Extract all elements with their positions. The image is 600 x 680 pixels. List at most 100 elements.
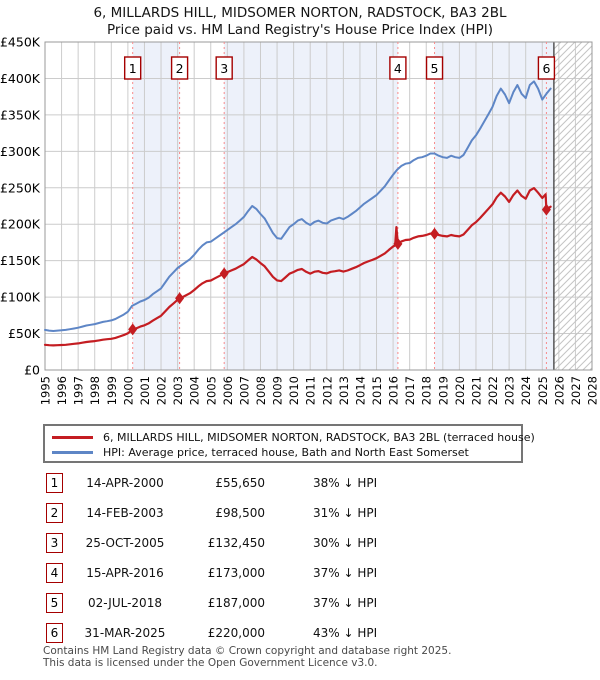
- svg-text:2026: 2026: [552, 376, 566, 405]
- sale-number-badge: 3: [46, 533, 63, 553]
- sale-price: £173,000: [207, 566, 265, 580]
- svg-text:£300K: £300K: [0, 144, 41, 159]
- svg-text:2020: 2020: [453, 376, 467, 405]
- svg-text:2000: 2000: [121, 376, 135, 405]
- svg-text:£200K: £200K: [0, 217, 41, 232]
- price-paid-line-swatch: [52, 436, 93, 439]
- license-note: Contains HM Land Registry data © Crown c…: [43, 645, 452, 669]
- svg-text:1999: 1999: [105, 376, 119, 405]
- svg-text:2006: 2006: [221, 376, 235, 405]
- svg-text:2: 2: [176, 61, 184, 76]
- license-note-line1: Contains HM Land Registry data © Crown c…: [43, 645, 452, 657]
- legend-item-price-paid: 6, MILLARDS HILL, MIDSOMER NORTON, RADST…: [52, 430, 535, 445]
- svg-text:2007: 2007: [237, 376, 251, 405]
- chart-title: 6, MILLARDS HILL, MIDSOMER NORTON, RADST…: [0, 5, 600, 39]
- svg-text:2013: 2013: [337, 376, 351, 405]
- svg-text:2015: 2015: [370, 376, 384, 405]
- svg-text:2004: 2004: [188, 376, 202, 405]
- sale-date: 14-APR-2000: [86, 476, 164, 490]
- svg-text:2001: 2001: [138, 376, 152, 405]
- price-chart: 1 2 3 4 5 6 £0 £50K £100K £150K £200K £250K £300K £35…: [0, 35, 600, 406]
- svg-text:£350K: £350K: [0, 107, 41, 122]
- svg-text:£400K: £400K: [0, 71, 41, 86]
- table-row: 2 14-FEB-2003 £98,500 31% ↓ HPI: [46, 503, 466, 527]
- svg-text:1: 1: [129, 61, 137, 76]
- svg-text:2023: 2023: [503, 376, 517, 405]
- future-hatch: [553, 41, 593, 371]
- svg-text:2027: 2027: [569, 376, 583, 405]
- svg-text:1996: 1996: [55, 376, 69, 405]
- sale-number-badge: 2: [46, 503, 63, 523]
- table-row: 5 02-JUL-2018 £187,000 37% ↓ HPI: [46, 593, 466, 617]
- svg-text:2016: 2016: [387, 376, 401, 405]
- sale-vs-hpi: 43% ↓ HPI: [313, 626, 378, 640]
- svg-text:1997: 1997: [72, 376, 86, 405]
- svg-text:2019: 2019: [436, 376, 450, 405]
- svg-text:2002: 2002: [155, 376, 169, 405]
- svg-text:2018: 2018: [420, 376, 434, 405]
- svg-text:4: 4: [394, 61, 402, 76]
- svg-text:2005: 2005: [204, 376, 218, 405]
- sale-date: 14-FEB-2003: [86, 506, 164, 520]
- svg-text:5: 5: [431, 61, 439, 76]
- table-row: 6 31-MAR-2025 £220,000 43% ↓ HPI: [46, 623, 466, 647]
- chart-title-line1: 6, MILLARDS HILL, MIDSOMER NORTON, RADST…: [93, 5, 507, 21]
- svg-text:2011: 2011: [304, 376, 318, 405]
- sale-date: 31-MAR-2025: [84, 626, 166, 640]
- table-row: 1 14-APR-2000 £55,650 38% ↓ HPI: [46, 473, 466, 497]
- sale-vs-hpi: 30% ↓ HPI: [313, 536, 378, 550]
- sale-date: 25-OCT-2005: [85, 536, 165, 550]
- sale-date: 02-JUL-2018: [88, 596, 162, 610]
- plot-frame: [44, 41, 593, 371]
- sale-date: 15-APR-2016: [86, 566, 164, 580]
- svg-text:2017: 2017: [403, 376, 417, 405]
- svg-text:£0: £0: [24, 363, 40, 378]
- hpi-line-swatch: [52, 451, 93, 454]
- svg-text:2003: 2003: [171, 376, 185, 405]
- svg-text:£100K: £100K: [0, 290, 41, 305]
- sale-price: £220,000: [207, 626, 265, 640]
- svg-text:3: 3: [220, 61, 228, 76]
- sale-vs-hpi: 37% ↓ HPI: [313, 596, 378, 610]
- svg-text:2010: 2010: [287, 376, 301, 405]
- svg-text:6: 6: [542, 61, 550, 76]
- sale-price: £98,500: [215, 506, 265, 520]
- svg-text:2028: 2028: [586, 376, 600, 405]
- sale-markers: [128, 203, 551, 336]
- svg-text:2022: 2022: [486, 376, 500, 405]
- svg-text:2024: 2024: [519, 376, 533, 405]
- sale-price: £132,450: [207, 536, 265, 550]
- chart-title-line2: Price paid vs. HM Land Registry's House …: [107, 22, 493, 38]
- sale-number-badge: 6: [46, 623, 63, 643]
- svg-text:2012: 2012: [320, 376, 334, 405]
- svg-text:2008: 2008: [254, 376, 268, 405]
- svg-text:£450K: £450K: [0, 35, 41, 50]
- table-row: 4 15-APR-2016 £173,000 37% ↓ HPI: [46, 563, 466, 587]
- svg-text:1998: 1998: [88, 376, 102, 405]
- table-row: 3 25-OCT-2005 £132,450 30% ↓ HPI: [46, 533, 466, 557]
- legend-label: 6, MILLARDS HILL, MIDSOMER NORTON, RADST…: [103, 431, 535, 444]
- license-note-line2: This data is licensed under the Open Gov…: [43, 656, 378, 669]
- sale-vs-hpi: 38% ↓ HPI: [313, 476, 378, 490]
- svg-text:£50K: £50K: [8, 326, 41, 341]
- hpi-line: [44, 80, 552, 332]
- sale-number-boxes: 1 2 3 4 5 6: [123, 56, 556, 80]
- svg-text:2021: 2021: [469, 376, 483, 405]
- sale-vs-hpi: 37% ↓ HPI: [313, 566, 378, 580]
- svg-text:£150K: £150K: [0, 253, 41, 268]
- legend-label: HPI: Average price, terraced house, Bath…: [103, 446, 469, 459]
- ownership-bands: [132, 42, 554, 370]
- sale-number-badge: 4: [46, 563, 63, 583]
- sale-vs-hpi: 31% ↓ HPI: [313, 506, 378, 520]
- svg-text:1995: 1995: [39, 376, 53, 405]
- legend-item-hpi: HPI: Average price, terraced house, Bath…: [52, 445, 521, 460]
- sale-number-badge: 5: [46, 593, 63, 613]
- y-axis-labels: £0 £50K £100K £150K £200K £250K £300K £350K £400…: [0, 35, 41, 378]
- chart-legend: 6, MILLARDS HILL, MIDSOMER NORTON, RADST…: [43, 424, 535, 463]
- sale-number-badge: 1: [46, 473, 63, 493]
- x-axis-labels: 1995 1996 1997 1998 1999 2000 2001 2002 2003 2004…: [39, 376, 600, 405]
- svg-text:2025: 2025: [536, 376, 550, 405]
- svg-text:2009: 2009: [271, 376, 285, 405]
- sale-price: £187,000: [207, 596, 265, 610]
